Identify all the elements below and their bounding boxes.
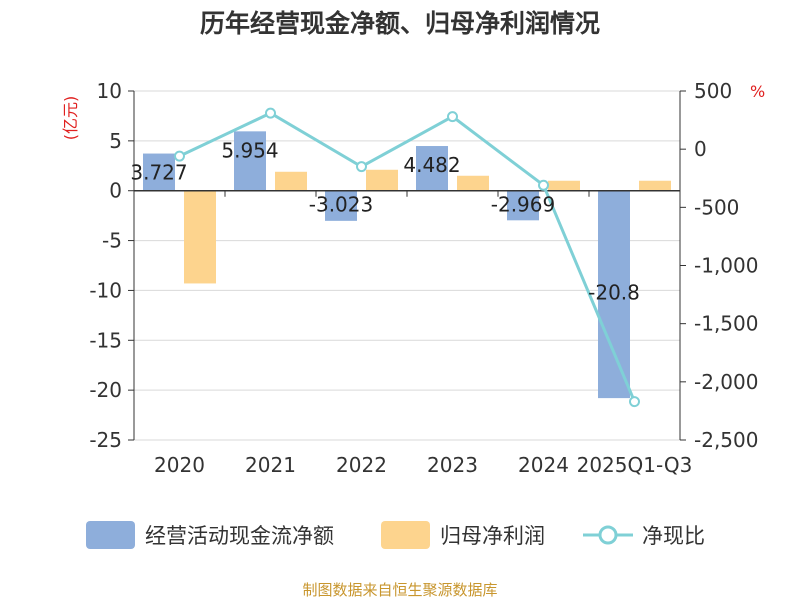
x-tick-label: 2022	[336, 453, 387, 477]
legend: 经营活动现金流净额 归母净利润 净现比	[86, 521, 705, 549]
right-tick-label: 0	[694, 137, 707, 161]
left-axis-unit: (亿元)	[61, 96, 80, 141]
left-tick-label: -15	[89, 328, 122, 352]
cashflow-bar	[325, 190, 357, 221]
right-tick-label: -2,500	[694, 428, 758, 452]
right-tick-label: 500	[694, 79, 732, 103]
ratio-line-path	[178, 111, 636, 403]
right-tick-label: -1,000	[694, 254, 758, 278]
ratio-point	[629, 396, 640, 408]
cashflow-bar	[416, 146, 448, 191]
left-tick-label: 0	[109, 179, 122, 203]
cashflow-data-label: 3.727	[130, 161, 187, 185]
legend-marker-ratio	[598, 525, 618, 545]
right-tick-label: -2,000	[694, 370, 758, 394]
ratio-point	[265, 107, 276, 119]
left-tick-label: -20	[89, 378, 122, 402]
ratio-point	[174, 150, 185, 162]
cashflow-data-label: 5.954	[221, 138, 278, 162]
left-tick-label: -5	[102, 229, 122, 253]
left-tick-label: 5	[109, 129, 122, 153]
legend-swatch-profit	[381, 521, 430, 549]
ratio-point	[447, 111, 458, 123]
axes: 10 5 0 -5 -10 -15 -20 -25 500 0 -500 -1,000 -1,500 -2…	[89, 79, 758, 477]
source-note: 制图数据来自恒生聚源数据库	[302, 581, 497, 599]
x-tick-label: 2025Q1-Q3	[577, 453, 693, 477]
bars	[143, 131, 671, 399]
x-tick-label: 2024	[518, 453, 569, 477]
profit-bar	[548, 180, 580, 191]
profit-bar	[457, 175, 489, 191]
cashflow-data-label: -20.8	[588, 280, 640, 304]
profit-bar	[184, 190, 216, 284]
cashflow-bar	[143, 153, 175, 191]
cashflow-data-label: -3.023	[309, 193, 373, 217]
cashflow-bar	[598, 190, 630, 399]
right-tick-label: -500	[694, 195, 739, 219]
x-tick-label: 2021	[245, 453, 296, 477]
legend-label-cashflow: 经营活动现金流净额	[145, 524, 334, 548]
x-tick-label: 2020	[154, 453, 205, 477]
ratio-point	[538, 179, 549, 191]
ratio-line	[174, 107, 640, 408]
profit-bar	[639, 180, 671, 191]
cashflow-data-label: 4.482	[403, 153, 460, 177]
right-axis-unit: %	[750, 82, 765, 101]
profit-bar	[275, 171, 307, 191]
right-tick-label: -1,500	[694, 312, 758, 336]
left-tick-label: -25	[89, 428, 122, 452]
profit-bar	[366, 169, 398, 191]
cashflow-bar	[507, 190, 539, 221]
chart-title: 历年经营现金净额、归母净利润情况	[200, 9, 600, 38]
legend-swatch-cashflow	[86, 521, 135, 549]
ratio-point	[356, 161, 367, 173]
left-tick-label: 10	[97, 79, 122, 103]
cashflow-data-label: -2.969	[491, 193, 555, 217]
cashflow-bar	[234, 131, 266, 191]
left-tick-label: -10	[89, 278, 122, 302]
data-labels: 3.727 5.954 -3.023 4.482 -2.969 -20.8	[130, 138, 640, 304]
x-tick-label: 2023	[427, 453, 478, 477]
legend-label-ratio: 净现比	[642, 524, 705, 548]
legend-label-profit: 归母净利润	[440, 524, 545, 548]
